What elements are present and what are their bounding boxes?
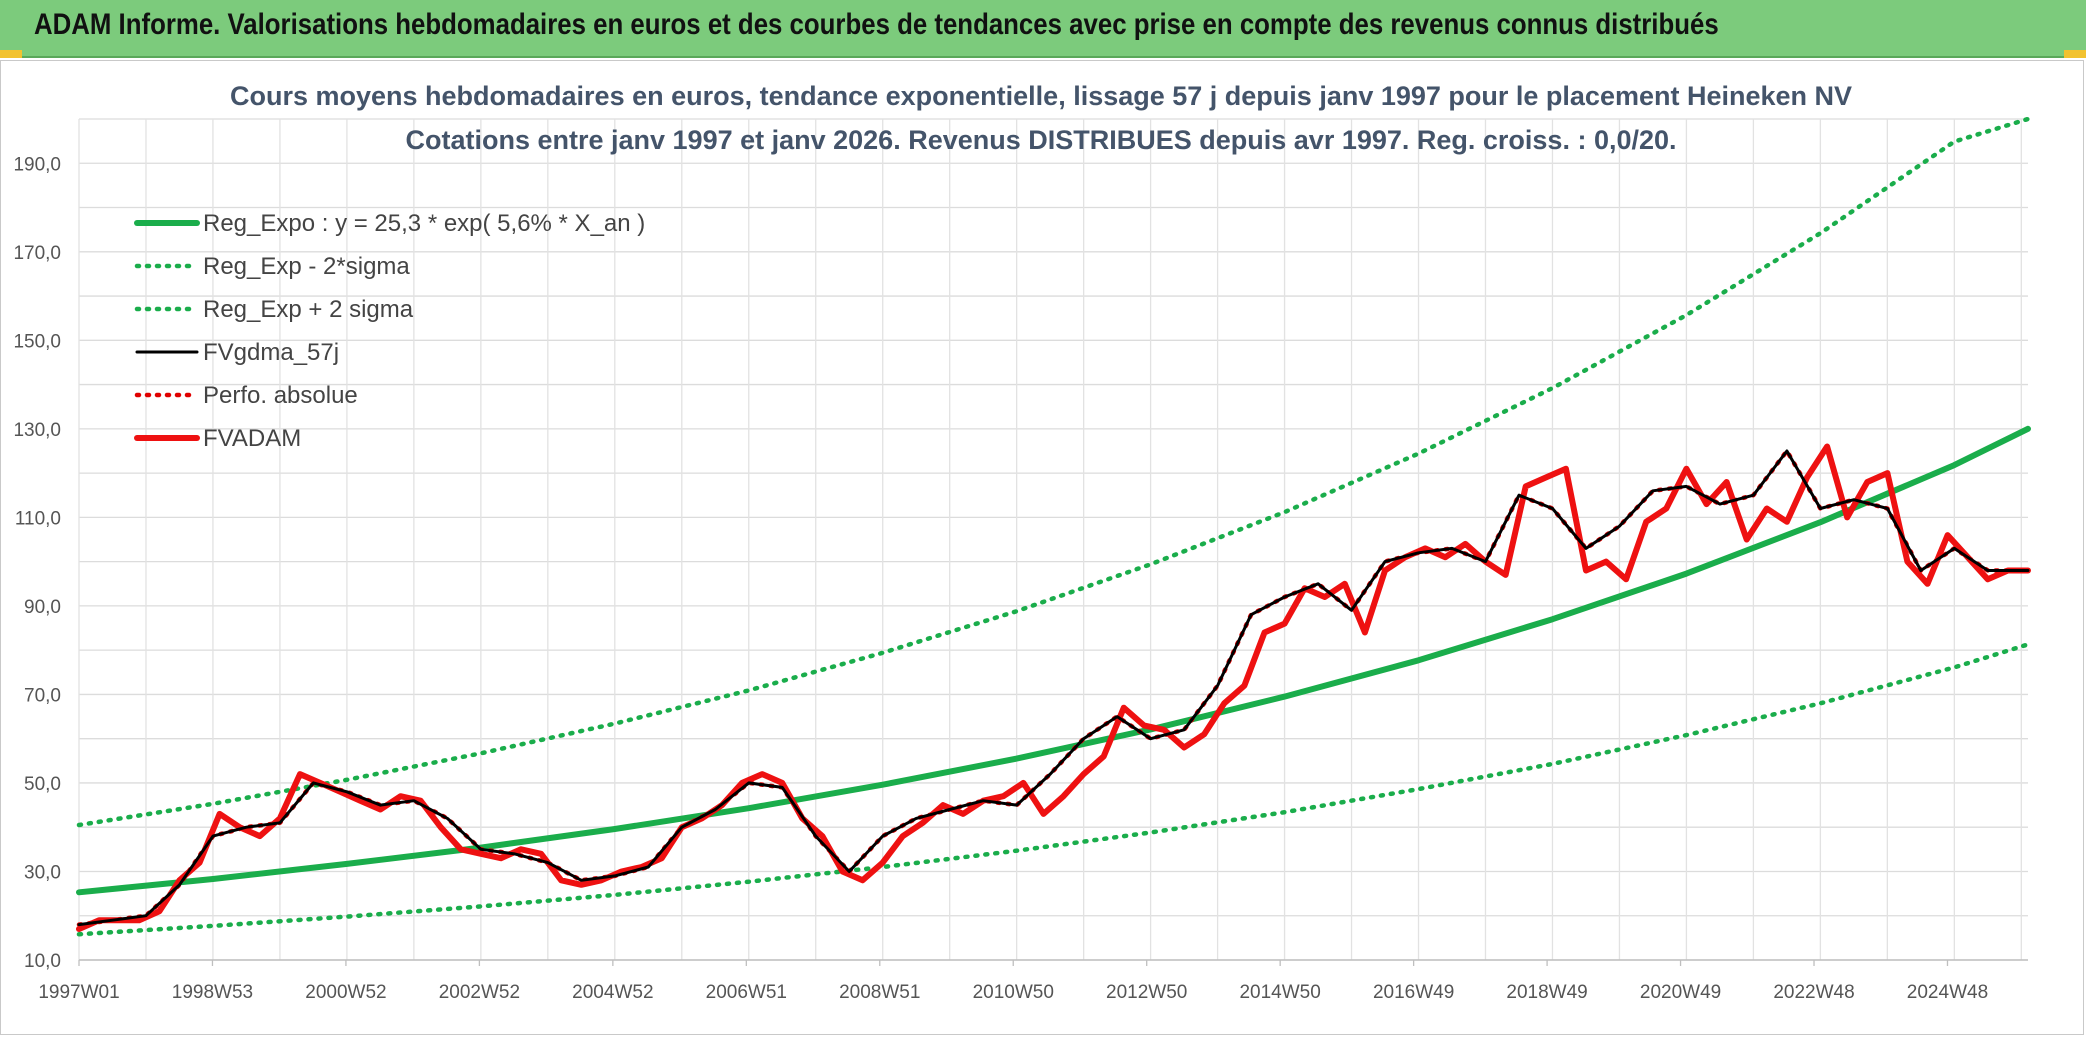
chart-frame: 10,0 30,0 50,0 70,0 90,0 110,0 130,0 150,0 170,0… bbox=[0, 60, 2084, 1035]
chart-series bbox=[76, 116, 2031, 937]
legend-label: Perfo. absolue bbox=[203, 382, 358, 409]
y-tick-label: 50,0 bbox=[24, 774, 61, 795]
y-tick-label: 170,0 bbox=[13, 243, 61, 264]
report-title: ADAM Informe. Valorisations hebdomadaire… bbox=[34, 8, 1719, 41]
legend-label: Reg_Expo : y = 25,3 * exp( 5,6% * X_an ) bbox=[203, 210, 645, 237]
legend-label: Reg_Exp - 2*sigma bbox=[203, 253, 410, 280]
x-tick-label: 2014W50 bbox=[1239, 982, 1320, 1003]
x-tick-label: 2010W50 bbox=[973, 982, 1054, 1003]
series-line-4 bbox=[76, 448, 2031, 927]
y-tick-label: 10,0 bbox=[24, 951, 61, 972]
legend-label: FVgdma_57j bbox=[203, 339, 339, 366]
legend-label: Reg_Exp + 2 sigma bbox=[203, 296, 414, 323]
banner-corner-left bbox=[0, 50, 22, 58]
x-tick-label: 2018W49 bbox=[1506, 982, 1587, 1003]
y-tick-label: 150,0 bbox=[13, 331, 61, 352]
y-tick-label: 90,0 bbox=[24, 597, 61, 618]
x-tick-label: 1997W01 bbox=[38, 982, 119, 1003]
series-line-2 bbox=[76, 116, 2031, 828]
y-tick-label: 190,0 bbox=[13, 154, 61, 175]
series-line-1 bbox=[76, 642, 2031, 937]
x-tick-label: 2012W50 bbox=[1106, 982, 1187, 1003]
x-tick-label: 1998W53 bbox=[172, 982, 253, 1003]
x-tick-label: 2004W52 bbox=[572, 982, 653, 1003]
chart-axes: 10,0 30,0 50,0 70,0 90,0 110,0 130,0 150,0 170,0… bbox=[13, 154, 2028, 1003]
y-tick-label: 30,0 bbox=[24, 862, 61, 883]
banner-corner-right bbox=[2064, 50, 2086, 58]
series-line-3 bbox=[77, 449, 2030, 927]
x-tick-label: 2024W48 bbox=[1907, 982, 1988, 1003]
y-tick-label: 70,0 bbox=[24, 685, 61, 706]
x-tick-label: 2002W52 bbox=[439, 982, 520, 1003]
x-tick-label: 2000W52 bbox=[305, 982, 386, 1003]
line-chart: 10,0 30,0 50,0 70,0 90,0 110,0 130,0 150,0 170,0… bbox=[13, 81, 2031, 1003]
legend-label: FVADAM bbox=[203, 425, 301, 452]
x-tick-label: 2016W49 bbox=[1373, 982, 1454, 1003]
x-tick-label: 2008W51 bbox=[839, 982, 920, 1003]
x-tick-label: 2022W48 bbox=[1773, 982, 1854, 1003]
series-line-0 bbox=[76, 425, 2031, 896]
x-tick-label: 2020W49 bbox=[1640, 982, 1721, 1003]
series-line-5 bbox=[76, 443, 2031, 932]
y-tick-label: 110,0 bbox=[15, 508, 61, 529]
y-tick-label: 130,0 bbox=[13, 420, 61, 441]
chart-subtitle: Cotations entre janv 1997 et janv 2026. … bbox=[405, 125, 1676, 155]
x-tick-label: 2006W51 bbox=[706, 982, 787, 1003]
chart-grid bbox=[78, 118, 2028, 961]
chart-title: Cours moyens hebdomadaires en euros, ten… bbox=[230, 81, 1852, 111]
report-banner: ADAM Informe. Valorisations hebdomadaire… bbox=[0, 0, 2086, 58]
chart-legend: Reg_Expo : y = 25,3 * exp( 5,6% * X_an )… bbox=[134, 210, 645, 452]
